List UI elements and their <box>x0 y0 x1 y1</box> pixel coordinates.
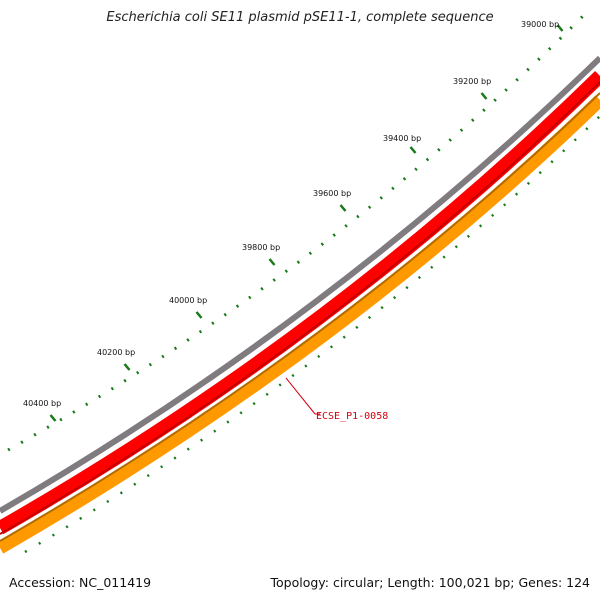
ruler-label-40200: 40200 bp <box>97 348 135 357</box>
backbone-track <box>0 55 600 514</box>
major-tick-6 <box>123 363 131 371</box>
major-tick-0 <box>556 24 564 32</box>
ruler-label-39400: 39400 bp <box>383 134 421 143</box>
reverse-gene-track[interactable] <box>0 95 600 554</box>
gene-label-leader <box>285 377 316 415</box>
ruler-label-40000: 40000 bp <box>169 296 207 305</box>
forward-gene-track[interactable] <box>0 71 600 535</box>
ruler-label-39600: 39600 bp <box>313 189 351 198</box>
ruler-labels: 39000 bp 39200 bp 39400 bp 39600 bp 3980… <box>23 20 559 408</box>
major-tick-3 <box>339 204 347 212</box>
map-title: Escherichia coli SE11 plasmid pSE11-1, c… <box>106 10 494 25</box>
major-tick-5 <box>195 311 203 319</box>
accession-text: Accession: NC_011419 <box>9 575 152 590</box>
major-tick-7 <box>49 414 57 422</box>
major-tick-4 <box>268 258 276 266</box>
inner-ruler-track <box>24 115 600 554</box>
forward-gene-shadow <box>0 81 600 535</box>
ruler-label-39800: 39800 bp <box>242 243 280 252</box>
reverse-gene-shadow <box>0 92 600 542</box>
ruler-label-39000: 39000 bp <box>521 20 559 29</box>
major-tick-2 <box>409 146 417 154</box>
major-tick-1 <box>480 92 488 100</box>
ruler-label-39200: 39200 bp <box>453 77 491 86</box>
gene-label[interactable]: ECSE_P1-0058 <box>316 411 388 422</box>
outer-ruler-track <box>7 13 586 452</box>
summary-text: Topology: circular; Length: 100,021 bp; … <box>270 575 591 590</box>
ruler-label-40400: 40400 bp <box>23 399 61 408</box>
major-ticks <box>49 24 564 422</box>
